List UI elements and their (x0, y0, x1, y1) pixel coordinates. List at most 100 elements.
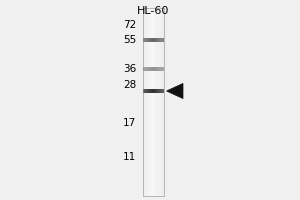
Bar (149, 67, 150, 71)
Bar (146, 38, 147, 42)
Bar (162, 89, 163, 93)
Text: 55: 55 (123, 35, 136, 45)
Bar (154, 8, 155, 196)
Bar (144, 67, 145, 71)
Bar (144, 38, 145, 42)
Bar (157, 8, 158, 196)
Bar (151, 8, 152, 196)
Bar (157, 38, 158, 42)
Bar (153, 89, 154, 93)
Bar (143, 38, 144, 42)
Bar (155, 8, 156, 196)
Bar (163, 38, 164, 42)
Bar (155, 38, 156, 42)
Bar (155, 67, 156, 71)
Bar (143, 67, 144, 71)
Bar (147, 38, 148, 42)
Bar (156, 8, 157, 196)
Text: HL-60: HL-60 (137, 6, 169, 16)
Bar (148, 67, 149, 71)
Bar (159, 67, 160, 71)
Bar (156, 38, 157, 42)
Polygon shape (167, 83, 183, 99)
Bar (158, 89, 159, 93)
Bar (160, 67, 161, 71)
Bar (145, 67, 146, 71)
Bar (154, 89, 155, 93)
Bar (148, 89, 149, 93)
Bar (143, 67, 144, 71)
Bar (152, 8, 153, 196)
Bar (163, 89, 164, 93)
Bar (149, 38, 150, 42)
Bar (154, 89, 155, 93)
Text: 36: 36 (123, 64, 136, 74)
Text: 11: 11 (123, 152, 136, 162)
Bar (159, 8, 160, 196)
Bar (161, 89, 162, 93)
Bar (144, 8, 145, 196)
Text: 28: 28 (123, 80, 136, 90)
Bar (162, 38, 163, 42)
Bar (147, 8, 148, 196)
Bar (143, 8, 144, 196)
Bar (163, 67, 164, 71)
Bar (142, 8, 143, 196)
Bar (144, 89, 145, 93)
Bar (157, 67, 158, 71)
Bar (149, 8, 150, 196)
Bar (152, 38, 153, 42)
Bar (142, 38, 143, 42)
Bar (150, 38, 151, 42)
Bar (162, 8, 163, 196)
Bar (153, 8, 154, 196)
Bar (151, 38, 152, 42)
Bar (151, 89, 152, 93)
Bar (146, 67, 147, 71)
Text: 17: 17 (123, 118, 136, 128)
Bar (156, 89, 157, 93)
Bar (155, 89, 156, 93)
Bar (145, 38, 146, 42)
Bar (146, 8, 147, 196)
Bar (154, 38, 155, 42)
Bar (153, 67, 154, 71)
Bar (152, 89, 153, 93)
Bar (160, 8, 161, 196)
Bar (142, 89, 143, 93)
Bar (161, 67, 162, 71)
Bar (161, 38, 162, 42)
Bar (163, 8, 164, 196)
Bar (160, 89, 161, 93)
Bar (161, 8, 162, 196)
Bar (156, 67, 157, 71)
Bar (145, 89, 146, 93)
Bar (142, 8, 164, 196)
Bar (148, 8, 149, 196)
Bar (153, 38, 154, 42)
Bar (150, 67, 151, 71)
Bar (154, 67, 155, 71)
Bar (162, 67, 163, 71)
Bar (159, 38, 160, 42)
Bar (158, 38, 159, 42)
Bar (149, 89, 150, 93)
Bar (143, 89, 144, 93)
Bar (148, 38, 149, 42)
Bar (150, 89, 151, 93)
Text: 72: 72 (123, 20, 136, 30)
Bar (145, 8, 146, 196)
Bar (154, 38, 155, 42)
Bar (147, 67, 148, 71)
Bar (143, 89, 144, 93)
Bar (146, 89, 147, 93)
Bar (152, 67, 153, 71)
Bar (150, 8, 151, 196)
Bar (160, 38, 161, 42)
Bar (158, 8, 159, 196)
Bar (154, 67, 155, 71)
Bar (147, 89, 148, 93)
Bar (157, 89, 158, 93)
Bar (142, 67, 143, 71)
Bar (151, 67, 152, 71)
